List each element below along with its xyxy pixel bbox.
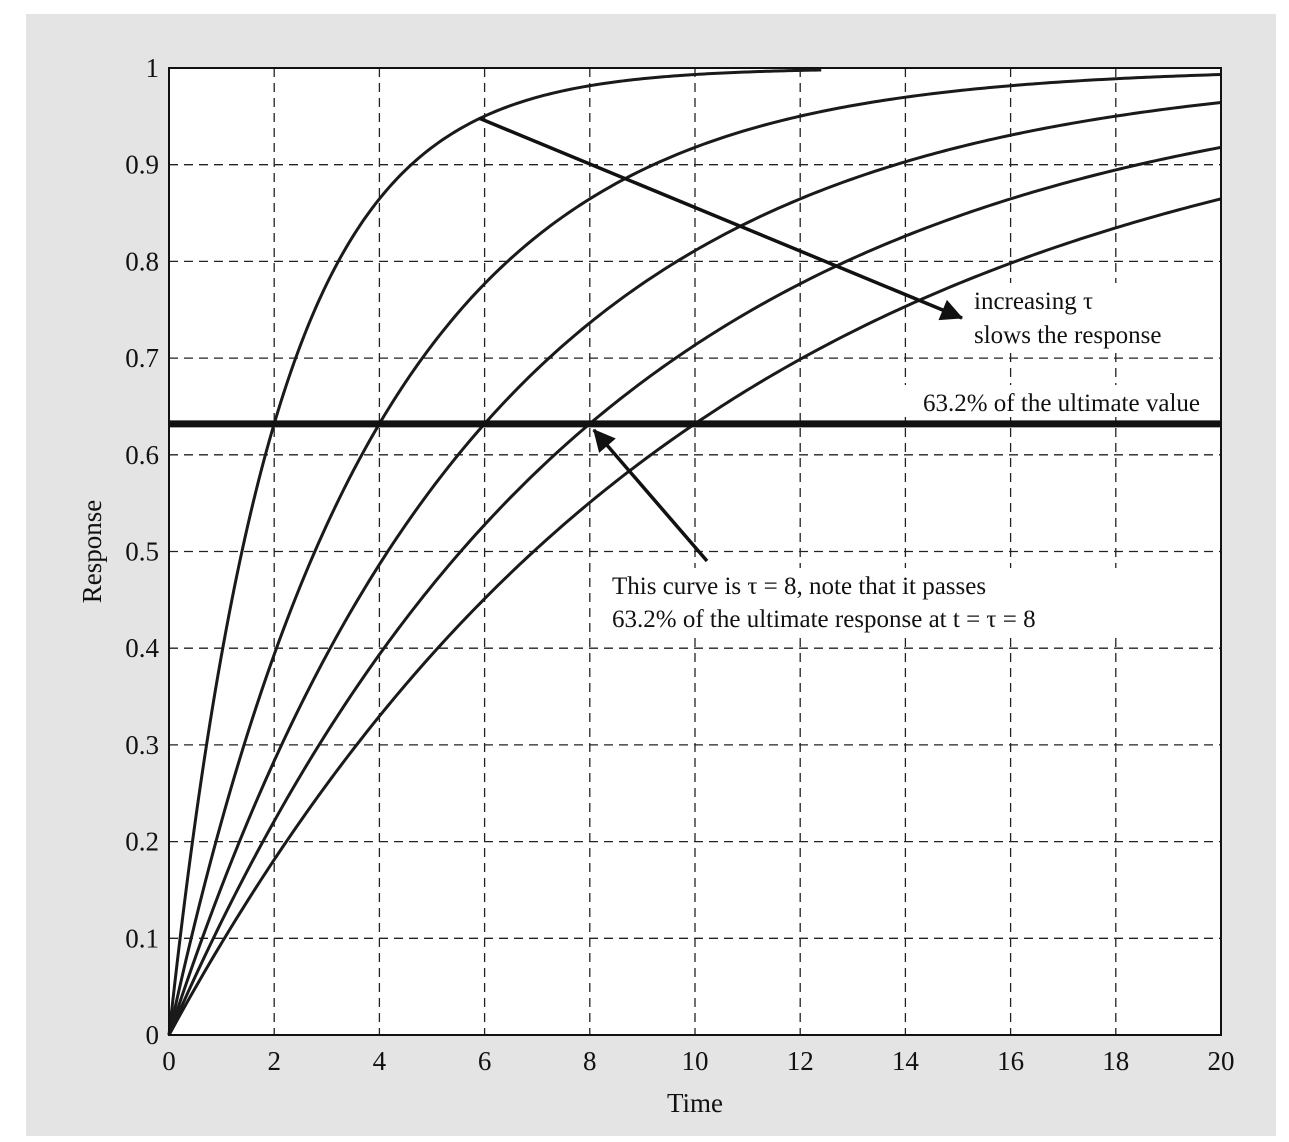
x-tick-label: 0 bbox=[162, 1046, 176, 1076]
y-tick-label: 0 bbox=[146, 1020, 160, 1050]
annotation-text-line-2: slows the response bbox=[974, 322, 1161, 349]
x-tick-label: 18 bbox=[1102, 1046, 1129, 1076]
x-tick-label: 8 bbox=[583, 1046, 597, 1076]
y-tick-label: 0.4 bbox=[125, 633, 159, 663]
x-tick-label: 4 bbox=[373, 1046, 387, 1076]
response-curve bbox=[167, 73, 1222, 1036]
x-tick-label: 2 bbox=[267, 1046, 281, 1076]
tick-labels: 0 2 4 6 8 10 12 14 16 18 20 0 0.1 0.2 0.3 0.4 0.5 0.6 0.7 0… bbox=[125, 53, 1234, 1076]
annotation-box-increasing-tau bbox=[964, 283, 1209, 353]
annotation-arrow-tau-8 bbox=[592, 428, 709, 563]
x-tick-label: 14 bbox=[892, 1046, 920, 1076]
y-axis-title: Response bbox=[77, 500, 107, 604]
y-tick-label: 0.1 bbox=[125, 923, 159, 953]
y-tick-label: 0.9 bbox=[125, 150, 159, 180]
y-tick-label: 0.7 bbox=[125, 343, 159, 373]
y-tick-label: 0.3 bbox=[125, 730, 159, 760]
x-tick-label: 20 bbox=[1208, 1046, 1235, 1076]
x-tick-label: 16 bbox=[997, 1046, 1024, 1076]
response-curve bbox=[167, 101, 1222, 1036]
reference-line-label: 63.2% of the ultimate value bbox=[923, 390, 1200, 417]
y-tick-label: 0.5 bbox=[125, 537, 159, 567]
annotation-increasing-tau: increasing τ slows the response bbox=[478, 116, 1209, 353]
x-tick-label: 6 bbox=[478, 1046, 492, 1076]
grid-lines bbox=[169, 68, 1221, 1035]
x-axis-title: Time bbox=[667, 1088, 723, 1118]
y-tick-label: 0.6 bbox=[125, 440, 159, 470]
x-tick-label: 10 bbox=[682, 1046, 709, 1076]
y-tick-label: 0.2 bbox=[125, 827, 159, 857]
plot-frame bbox=[168, 67, 1222, 1036]
x-tick-label: 12 bbox=[787, 1046, 814, 1076]
y-tick-label: 1 bbox=[146, 53, 160, 83]
annotation-box-tau-8 bbox=[602, 568, 1160, 636]
annotation-tau-8: This curve is τ = 8, note that it passes… bbox=[592, 428, 1160, 636]
annotation-text-line-1: increasing τ bbox=[974, 288, 1093, 315]
annotation-text-line-2: 63.2% of the ultimate response at t = τ … bbox=[612, 606, 1036, 633]
response-curve bbox=[167, 68, 822, 1036]
y-tick-label: 0.8 bbox=[125, 246, 159, 276]
annotation-arrow-increasing-tau bbox=[478, 116, 964, 321]
annotation-text-line-1: This curve is τ = 8, note that it passes bbox=[612, 573, 986, 600]
reference-label-box bbox=[850, 385, 1206, 417]
response-curve bbox=[167, 145, 1222, 1036]
